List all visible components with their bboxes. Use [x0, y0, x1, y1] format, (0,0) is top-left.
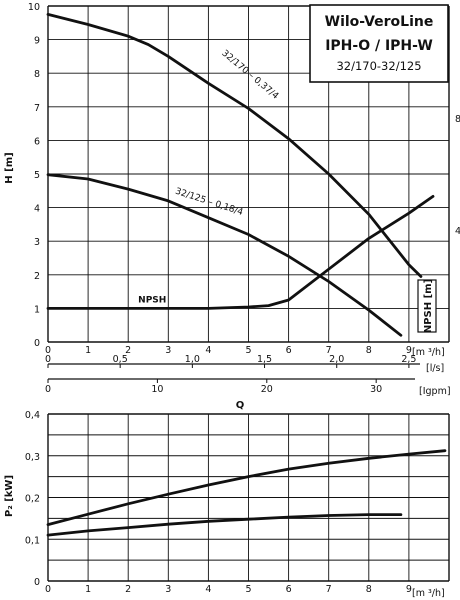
x-tick-label-bottom: 4 — [205, 584, 211, 595]
ls-tick-label: 2,5 — [401, 354, 416, 365]
x-tick-label-bottom: 3 — [165, 584, 171, 595]
ls-tick-label: 0,5 — [113, 354, 128, 365]
series-label-3: NPSH — [138, 295, 166, 305]
y-tick-label: 0 — [34, 338, 40, 349]
y-tick-label: 10 — [28, 2, 40, 13]
y2-tick-label: 4 — [455, 226, 460, 237]
series-label-2: 32/125 – 0,18/4 — [174, 187, 245, 218]
p2-tick-label: 0,2 — [25, 494, 40, 505]
series-line-1 — [46, 13, 423, 278]
y-tick-label: 9 — [34, 36, 40, 47]
npsh-axis-label: NPSH [m] — [423, 279, 434, 333]
x-unit-ls: [l/s] — [426, 363, 444, 374]
x-tick-label: 4 — [205, 345, 211, 356]
x-tick-label-bottom: 2 — [125, 584, 131, 595]
x-tick-label: 5 — [245, 345, 251, 356]
title-line2: IPH-O / IPH-W — [325, 38, 433, 54]
series-line-2 — [46, 173, 403, 337]
x-tick-label: 7 — [326, 345, 332, 356]
y2-tick-label: 8 — [455, 114, 460, 125]
series-label-1: 32/170 – 0,37/4 — [219, 48, 280, 101]
x-tick-label-bottom: 9 — [406, 584, 412, 595]
x-tick-label-bottom: 1 — [85, 584, 91, 595]
power-line-1 — [46, 449, 447, 526]
title-box: Wilo-VeroLine IPH-O / IPH-W 32/170-32/12… — [309, 4, 449, 83]
ls-tick-label: 2,0 — [329, 354, 344, 365]
y-tick-label: 7 — [34, 103, 40, 114]
p2-tick-label: 0 — [34, 577, 40, 588]
x-tick-label-bottom: 7 — [326, 584, 332, 595]
title-line3: 32/170-32/125 — [336, 59, 421, 73]
power-line-2 — [46, 513, 403, 537]
ls-tick-label: 1,0 — [185, 354, 200, 365]
y-tick-label: 1 — [34, 304, 40, 315]
x-unit-m3h-bottom: [m ³/h] — [412, 588, 445, 599]
ls-tick-label: 0 — [45, 354, 51, 365]
x-tick-label-bottom: 5 — [245, 584, 251, 595]
q-axis-label: Q — [236, 400, 245, 411]
x-tick-label: 1 — [85, 345, 91, 356]
y-tick-label: 4 — [34, 204, 40, 215]
x-unit-m3h: [m ³/h] — [412, 347, 445, 358]
p2-tick-label: 0,1 — [25, 535, 40, 546]
x-tick-label: 3 — [165, 345, 171, 356]
y-tick-label: 6 — [34, 136, 40, 147]
ls-tick-label: 1,5 — [257, 354, 272, 365]
title-line1: Wilo-VeroLine — [325, 14, 434, 30]
x-tick-label: 0 — [45, 345, 51, 356]
p2-tick-label: 0,3 — [25, 452, 40, 463]
x-tick-label-bottom: 6 — [286, 584, 292, 595]
y-tick-label: 8 — [34, 69, 40, 80]
y-tick-label: 2 — [34, 271, 40, 282]
x-tick-label-bottom: 0 — [45, 584, 51, 595]
igpm-tick-label: 30 — [370, 384, 382, 395]
igpm-tick-label: 0 — [45, 384, 51, 395]
x-tick-label: 9 — [406, 345, 412, 356]
series-line-3 — [46, 195, 435, 310]
y-tick-label: 3 — [34, 237, 40, 248]
x-unit-igpm: [Igpm] — [419, 386, 451, 397]
x-tick-label: 6 — [286, 345, 292, 356]
y-tick-label: 5 — [34, 170, 40, 181]
h-axis-label: H [m] — [4, 152, 15, 183]
npsh-axis-label-box: NPSH [m] — [417, 279, 437, 333]
x-tick-label: 2 — [125, 345, 131, 356]
x-tick-label: 8 — [366, 345, 372, 356]
p2-axis-label: P₂ [kW] — [4, 475, 15, 517]
igpm-tick-label: 10 — [151, 384, 163, 395]
x-tick-label-bottom: 8 — [366, 584, 372, 595]
p2-tick-label: 0,4 — [25, 410, 40, 421]
igpm-tick-label: 20 — [261, 384, 273, 395]
